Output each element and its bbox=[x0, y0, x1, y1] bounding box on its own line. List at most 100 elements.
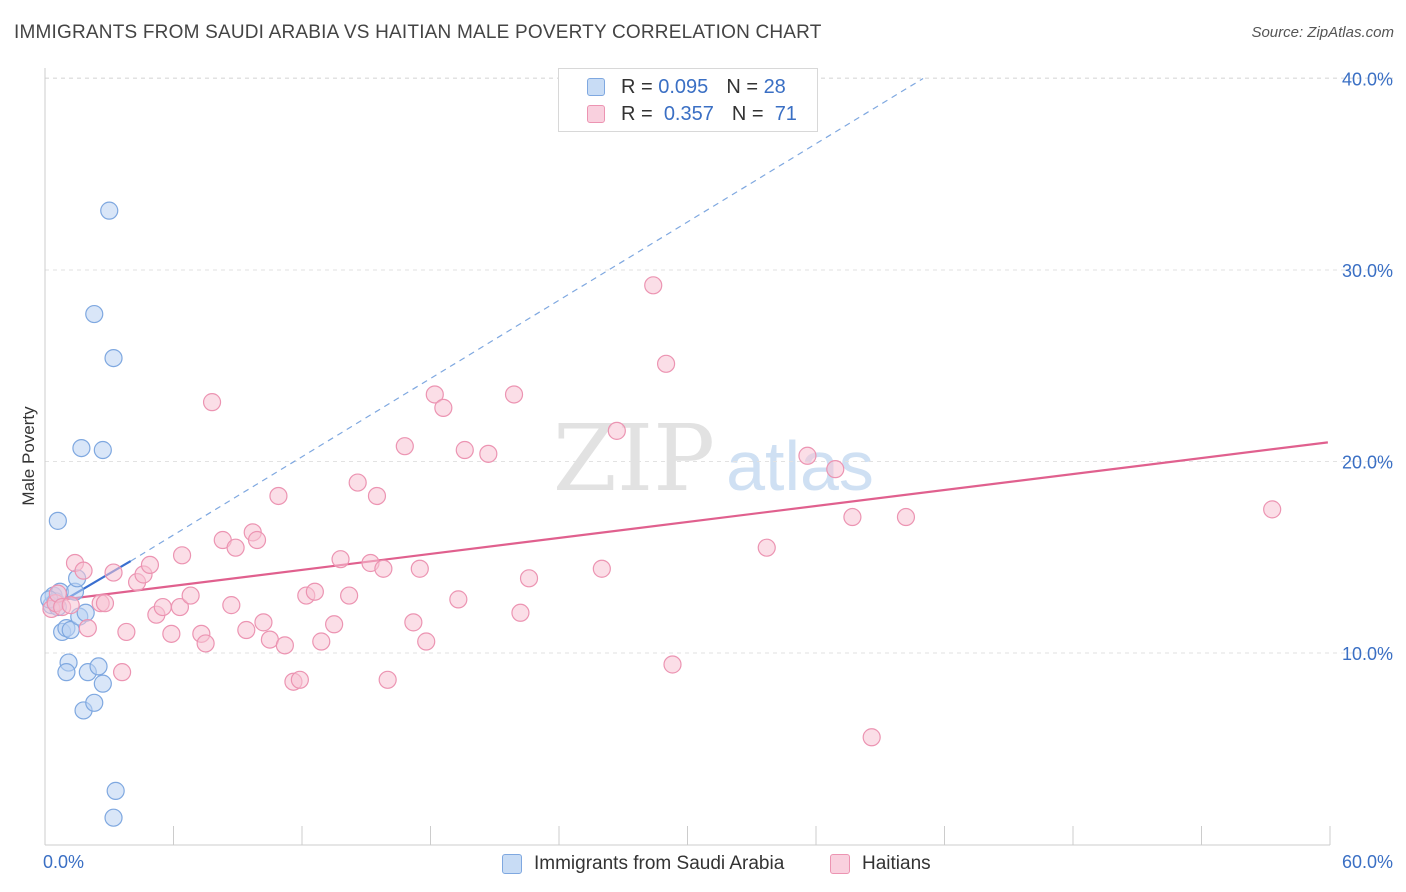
point-haitians bbox=[592, 559, 611, 578]
point-haitians bbox=[117, 622, 136, 642]
legend-swatch-blue bbox=[587, 78, 605, 96]
point-haitians bbox=[395, 437, 414, 456]
point-haitians bbox=[479, 444, 498, 463]
point-haitians bbox=[367, 486, 387, 506]
watermark: ZIP atlas bbox=[553, 405, 874, 512]
point-haitians bbox=[519, 569, 539, 588]
bottom-legend-swatch-blue bbox=[502, 854, 522, 874]
trend-lines bbox=[48, 77, 1328, 610]
point-haitians bbox=[305, 582, 324, 601]
point-haitians bbox=[449, 590, 468, 609]
point-haitians bbox=[312, 632, 331, 651]
point-haitians bbox=[237, 620, 256, 640]
point-haitians bbox=[162, 624, 181, 643]
point-haitians bbox=[95, 594, 115, 613]
point-haitians bbox=[798, 446, 817, 465]
point-haitians bbox=[417, 632, 436, 651]
legend-n-value: 28 bbox=[763, 75, 786, 98]
point-haitians bbox=[1263, 500, 1282, 519]
legend-r-label: R = bbox=[621, 102, 653, 125]
point-haitians bbox=[247, 530, 267, 550]
point-haitians bbox=[410, 559, 429, 578]
point-haitians bbox=[404, 613, 423, 632]
bottom-legend-saudi-arabia: Immigrants from Saudi Arabia bbox=[502, 852, 784, 876]
point-haitians bbox=[862, 728, 881, 747]
point-haitians bbox=[78, 619, 97, 638]
point-saudi-arabia bbox=[106, 781, 125, 800]
point-haitians bbox=[325, 615, 344, 634]
watermark-atlas: atlas bbox=[726, 427, 874, 505]
point-haitians bbox=[275, 636, 294, 655]
tick-labels: 10.0% 20.0% 30.0% 40.0% 0.0% 60.0% Male Povert… bbox=[19, 70, 1393, 873]
legend-n-label: N = bbox=[726, 75, 758, 98]
source-label: Source: ZipAtlas.com bbox=[1251, 24, 1394, 41]
point-haitians bbox=[153, 597, 172, 617]
point-haitians bbox=[170, 597, 190, 617]
point-haitians bbox=[644, 276, 663, 295]
point-haitians bbox=[222, 596, 241, 615]
point-haitians bbox=[196, 634, 215, 653]
bottom-legend-label: Haitians bbox=[862, 853, 931, 874]
point-haitians bbox=[254, 613, 273, 632]
legend-row-haitians: R = 0.357 N = 71 bbox=[587, 102, 797, 126]
point-saudi-arabia bbox=[57, 663, 76, 682]
bottom-legend-label: Immigrants from Saudi Arabia bbox=[534, 853, 785, 874]
point-haitians bbox=[656, 354, 676, 373]
correlation-legend: R = 0.095 N = 28 R = 0.357 N = 71 bbox=[558, 68, 818, 132]
point-haitians bbox=[425, 385, 444, 404]
data-points bbox=[40, 201, 1282, 827]
y-tick-label: 10.0% bbox=[1342, 644, 1393, 664]
point-haitians bbox=[112, 663, 132, 682]
point-saudi-arabia bbox=[100, 201, 119, 220]
point-haitians bbox=[757, 538, 776, 557]
point-haitians bbox=[181, 586, 200, 605]
point-saudi-arabia bbox=[72, 438, 91, 458]
point-saudi-arabia bbox=[104, 348, 123, 368]
point-haitians bbox=[843, 507, 862, 527]
point-haitians bbox=[896, 507, 916, 527]
y-axis-label: Male Poverty bbox=[19, 406, 38, 506]
point-saudi-arabia bbox=[85, 693, 104, 712]
point-haitians bbox=[61, 596, 80, 615]
watermark-zip: ZIP bbox=[553, 405, 715, 512]
point-haitians bbox=[202, 393, 222, 412]
point-haitians bbox=[663, 655, 682, 674]
y-tick-label: 40.0% bbox=[1342, 70, 1393, 90]
point-haitians bbox=[826, 460, 845, 479]
legend-r-value: 0.357 bbox=[663, 102, 714, 125]
point-haitians bbox=[269, 486, 288, 506]
legend-r-value: 0.095 bbox=[658, 75, 709, 98]
point-haitians bbox=[348, 473, 367, 492]
legend-r-label: R = bbox=[621, 75, 653, 98]
point-haitians bbox=[331, 550, 350, 569]
point-saudi-arabia bbox=[93, 674, 112, 693]
point-haitians bbox=[226, 538, 245, 557]
y-tick-label: 20.0% bbox=[1342, 453, 1393, 473]
point-haitians bbox=[378, 670, 397, 689]
point-haitians bbox=[104, 563, 123, 582]
point-haitians bbox=[511, 603, 530, 622]
bottom-legend-haitians: Haitians bbox=[830, 852, 931, 876]
point-saudi-arabia bbox=[48, 511, 67, 530]
point-saudi-arabia bbox=[89, 657, 108, 676]
axes bbox=[44, 68, 1331, 846]
point-haitians bbox=[290, 670, 309, 689]
trend-line-haitians bbox=[49, 441, 1328, 603]
point-haitians bbox=[340, 586, 359, 605]
x-tick-label: 0.0% bbox=[43, 852, 84, 872]
grid-lines bbox=[45, 77, 1393, 654]
legend-n-label: N = bbox=[731, 102, 764, 125]
legend-row-saudi-arabia: R = 0.095 N = 28 bbox=[587, 75, 786, 99]
point-haitians bbox=[140, 555, 160, 575]
trend-line-saudi-dashed bbox=[130, 77, 924, 562]
chart-title: IMMIGRANTS FROM SAUDI ARABIA VS HAITIAN … bbox=[14, 22, 822, 43]
x-tick-label: 60.0% bbox=[1342, 852, 1393, 872]
legend-swatch-pink bbox=[587, 105, 605, 123]
point-haitians bbox=[607, 421, 626, 440]
point-saudi-arabia bbox=[85, 304, 104, 324]
legend-n-value: 71 bbox=[774, 102, 797, 125]
point-haitians bbox=[455, 440, 474, 460]
y-tick-label: 30.0% bbox=[1342, 261, 1393, 281]
point-haitians bbox=[434, 398, 453, 417]
